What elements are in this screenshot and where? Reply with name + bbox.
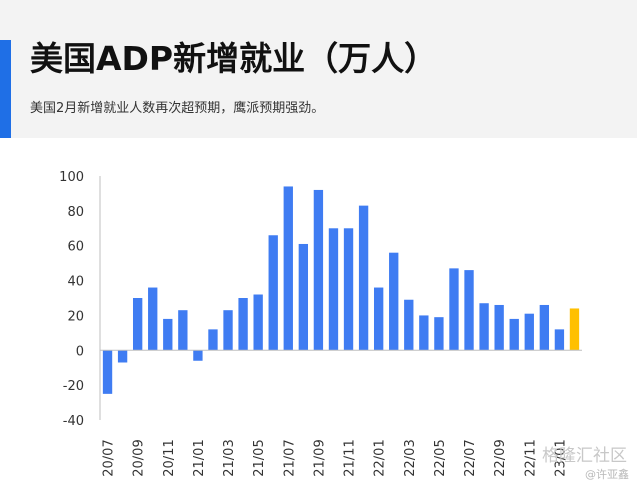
bar (358, 205, 369, 351)
bar (554, 329, 565, 351)
y-tick-label: 60 (67, 240, 84, 255)
y-tick-label: 40 (67, 275, 84, 290)
y-tick-label: 20 (67, 309, 84, 324)
y-tick-label: 0 (76, 344, 84, 359)
bar-highlight (569, 308, 580, 351)
x-tick-label: 22/07 (463, 439, 478, 476)
bar (238, 298, 248, 351)
watermark-author: @许亚鑫 (585, 468, 629, 481)
x-tick-label: 21/05 (252, 439, 267, 476)
bar (419, 315, 429, 351)
bar (313, 189, 324, 351)
x-tick-label: 22/03 (403, 439, 418, 476)
bar (117, 350, 128, 363)
x-tick-label: 21/03 (222, 439, 237, 476)
x-tick-label: 20/07 (102, 439, 117, 476)
y-tick-label: 100 (59, 170, 84, 185)
header-panel (0, 0, 637, 138)
bar (343, 228, 354, 351)
bar (193, 350, 203, 361)
y-tick-label: -40 (63, 414, 84, 429)
x-tick-label: 22/11 (523, 439, 538, 476)
bar (178, 310, 188, 351)
x-tick-label: 21/07 (282, 439, 297, 476)
chart-subtitle: 美国2月新增就业人数再次超预期，鹰派预期强劲。 (30, 101, 325, 116)
x-tick-label: 20/11 (162, 439, 177, 476)
bar (464, 270, 474, 351)
bar (389, 252, 399, 351)
bar (539, 304, 550, 351)
x-tick-label: 23/01 (553, 439, 568, 476)
bar (298, 243, 309, 351)
x-tick-label: 21/09 (312, 439, 327, 476)
watermark-brand: 格隆汇社区 (542, 446, 627, 466)
x-tick-label: 22/09 (493, 439, 508, 476)
x-tick-label: 20/09 (132, 439, 147, 476)
x-tick-label: 22/01 (373, 439, 388, 476)
bar (163, 318, 173, 351)
bar (283, 186, 293, 351)
bar (132, 298, 143, 351)
x-tick-label: 21/11 (343, 439, 358, 476)
bar (102, 350, 113, 394)
bar (328, 228, 339, 351)
bar (449, 268, 459, 351)
bar (223, 310, 233, 351)
bar (524, 313, 534, 351)
bar (373, 287, 384, 351)
x-tick-label: 21/01 (192, 439, 207, 476)
bar (208, 329, 218, 351)
bar (404, 299, 414, 351)
accent-bar (0, 40, 11, 138)
bar (509, 318, 519, 351)
x-tick-label: 22/05 (433, 439, 448, 476)
chart-title: 美国ADP新增就业（万人） (30, 39, 438, 78)
bar (434, 317, 444, 351)
bar (148, 287, 158, 351)
bar (253, 294, 263, 351)
bar (268, 235, 278, 351)
bar (479, 303, 489, 351)
y-tick-label: -20 (63, 379, 84, 394)
y-tick-label: 80 (67, 205, 84, 220)
bar (494, 304, 504, 351)
